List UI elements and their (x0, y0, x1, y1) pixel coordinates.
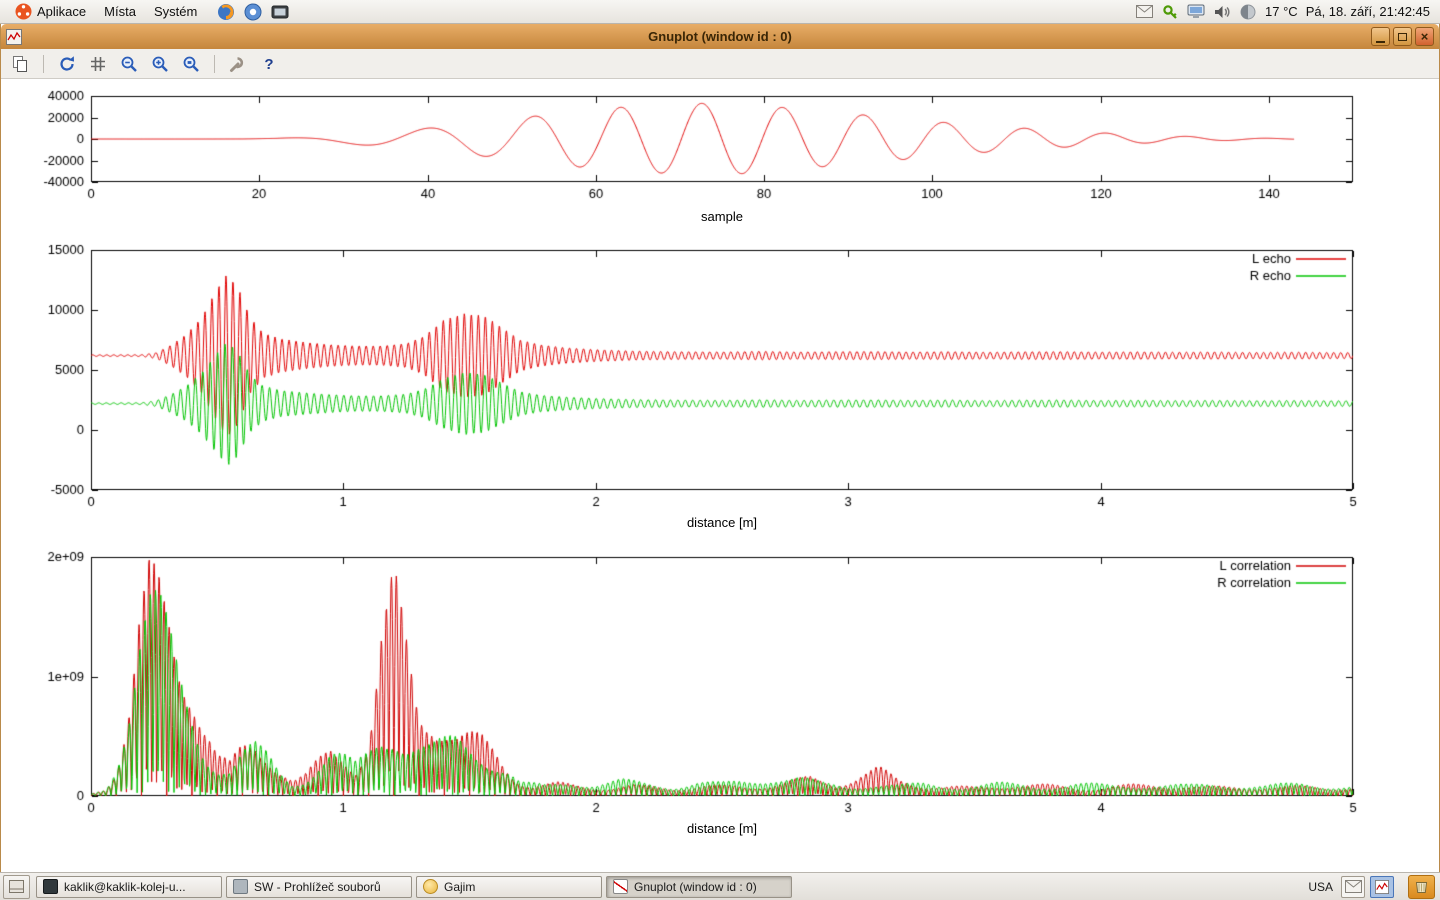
settings-icon[interactable] (227, 53, 249, 75)
panel-menu-system[interactable]: Systém (145, 0, 206, 23)
toolbar-separator (43, 54, 44, 73)
ubuntu-icon (15, 3, 32, 20)
zoom-next-icon[interactable] (149, 53, 171, 75)
taskbar: kaklik@kaklik-kolej-u... SW - Prohlížeč s… (0, 872, 1440, 900)
window-titlebar[interactable]: Gnuplot (window id : 0) × (1, 24, 1439, 49)
display-icon[interactable] (1187, 3, 1205, 21)
files-icon (233, 879, 248, 894)
taskbar-window-label: SW - Prohlížeč souborů (254, 879, 381, 894)
keyring-icon[interactable] (1161, 3, 1179, 21)
chart2-x-axis-label: distance [m] (686, 821, 758, 836)
panel-launchers (216, 2, 290, 22)
window-icon (6, 28, 22, 45)
taskbar-window-button[interactable]: Gnuplot (window id : 0) (606, 875, 792, 898)
weather-icon[interactable] (1239, 3, 1257, 21)
correlation-chart[interactable] (21, 549, 1361, 818)
gajim-icon (423, 879, 438, 894)
minimize-button[interactable] (1371, 27, 1390, 46)
mail-tray-icon[interactable] (1341, 875, 1365, 898)
panel-menu-label: Aplikace (37, 4, 87, 19)
maximize-button[interactable] (1393, 27, 1412, 46)
volume-icon[interactable] (1213, 3, 1231, 21)
panel-menu-mista[interactable]: Místa (95, 0, 145, 23)
window-title: Gnuplot (window id : 0) (648, 29, 792, 44)
trash-icon[interactable] (1408, 874, 1435, 899)
panel-menu-aplikace[interactable]: Aplikace (6, 0, 95, 23)
taskbar-window-label: kaklik@kaklik-kolej-u... (64, 879, 186, 894)
panel-menu-label: Systém (153, 4, 198, 19)
gnuplot-window: Gnuplot (window id : 0) × ? sample dista… (0, 24, 1440, 872)
screenshot-icon[interactable] (270, 2, 290, 22)
system-tray (1341, 875, 1394, 898)
panel-menu-label: Místa (104, 4, 136, 19)
mail-icon[interactable] (1135, 3, 1153, 21)
gnuplot-toolbar: ? (1, 49, 1439, 79)
chart0-x-axis-label: sample (701, 209, 743, 224)
taskbar-window-button[interactable]: kaklik@kaklik-kolej-u... (36, 875, 222, 898)
svg-text:?: ? (264, 56, 273, 73)
autoscale-icon[interactable] (180, 53, 202, 75)
indicator-icons (1135, 3, 1257, 21)
keyboard-layout-indicator[interactable]: USA (1308, 879, 1333, 894)
show-desktop-button[interactable] (3, 874, 30, 899)
panel-menus: Aplikace Místa Systém (6, 0, 206, 23)
help-icon[interactable]: ? (258, 53, 280, 75)
plot-tray-icon[interactable] (1370, 875, 1394, 898)
zoom-previous-icon[interactable] (118, 53, 140, 75)
help-browser-icon[interactable] (243, 2, 263, 22)
chart1-x-axis-label: distance [m] (686, 515, 758, 530)
copy-icon[interactable] (9, 53, 31, 75)
clock[interactable]: Pá, 18. září, 21:42:45 (1305, 4, 1430, 19)
echo-signals-chart[interactable] (21, 242, 1361, 512)
replot-icon[interactable] (56, 53, 78, 75)
terminal-icon (43, 879, 58, 894)
gnuplot-icon (613, 879, 628, 894)
taskbar-right: USA (1308, 874, 1437, 899)
taskbar-window-button[interactable]: Gajim (416, 875, 602, 898)
taskbar-window-label: Gnuplot (window id : 0) (634, 879, 757, 894)
taskbar-window-list: kaklik@kaklik-kolej-u... SW - Prohlížeč s… (34, 875, 794, 898)
panel-indicators-area: 17 °C Pá, 18. září, 21:42:45 (1135, 3, 1434, 21)
window-buttons: × (1368, 27, 1434, 46)
taskbar-window-label: Gajim (444, 879, 476, 894)
temperature-indicator[interactable]: 17 °C (1265, 4, 1298, 19)
top-panel: Aplikace Místa Systém 17 °C Pá, 18. září, … (0, 0, 1440, 24)
plot-area: sample distance [m] distance [m] (1, 79, 1439, 872)
taskbar-window-button[interactable]: SW - Prohlížeč souborů (226, 875, 412, 898)
chirp-waveform-chart[interactable] (21, 88, 1361, 204)
toolbar-separator (214, 54, 215, 73)
firefox-icon[interactable] (216, 2, 236, 22)
close-button[interactable]: × (1415, 27, 1434, 46)
grid-icon[interactable] (87, 53, 109, 75)
